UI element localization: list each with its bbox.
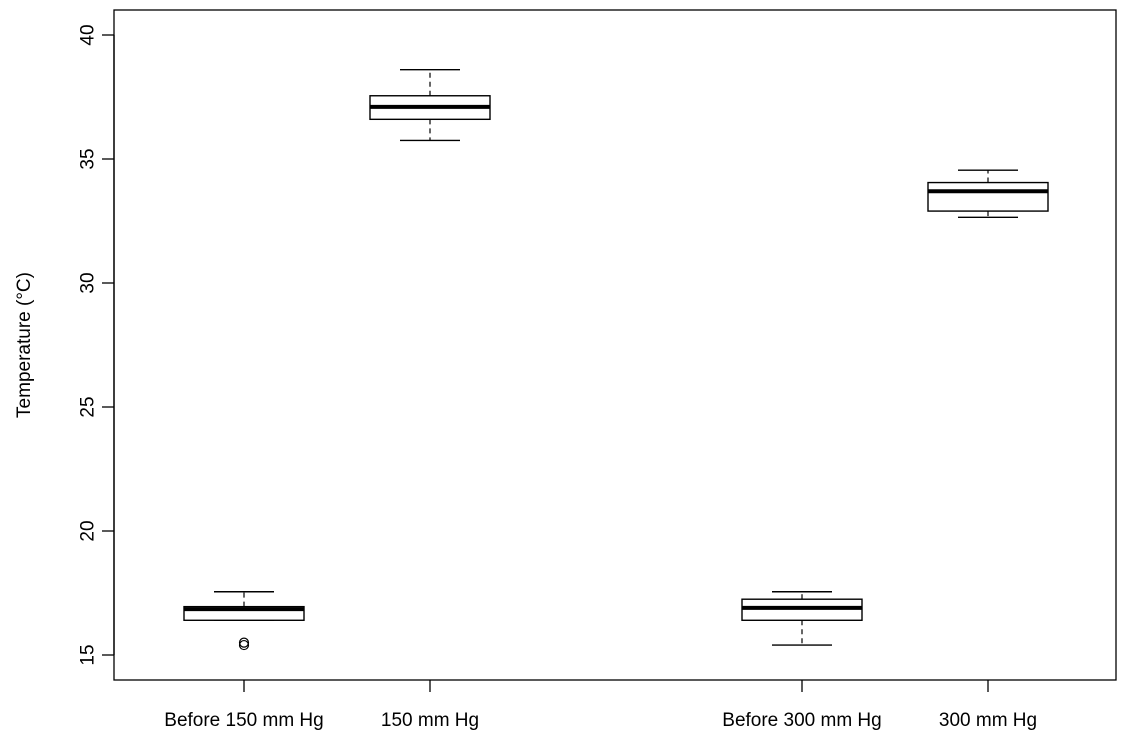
box-3 [741, 591, 863, 646]
iqr-box [927, 181, 1049, 212]
x-tick-label: Before 300 mm Hg [722, 710, 881, 731]
y-tick-label: 25 [78, 396, 99, 417]
box-1 [183, 591, 305, 651]
y-axis: 15 20 25 30 35 40 [78, 24, 115, 666]
y-axis-title: Temperature (°C) [14, 272, 35, 418]
x-axis: Before 150 mm Hg 150 mm Hg Before 300 mm H… [164, 680, 1037, 731]
x-tick-label: 150 mm Hg [381, 710, 479, 731]
y-tick-label: 30 [78, 272, 99, 293]
box-4 [927, 169, 1049, 218]
y-tick-label: 20 [78, 520, 99, 541]
box-2 [369, 69, 491, 142]
plot-frame [113, 9, 1117, 681]
outlier-point [238, 639, 250, 651]
y-tick-label: 15 [78, 644, 99, 665]
outlier-point [238, 637, 250, 648]
y-tick-label: 40 [78, 24, 99, 45]
boxes-layer [183, 69, 1049, 651]
y-tick-label: 35 [78, 148, 99, 169]
x-tick-label: 300 mm Hg [939, 710, 1037, 731]
x-tick-label: Before 150 mm Hg [164, 710, 323, 731]
